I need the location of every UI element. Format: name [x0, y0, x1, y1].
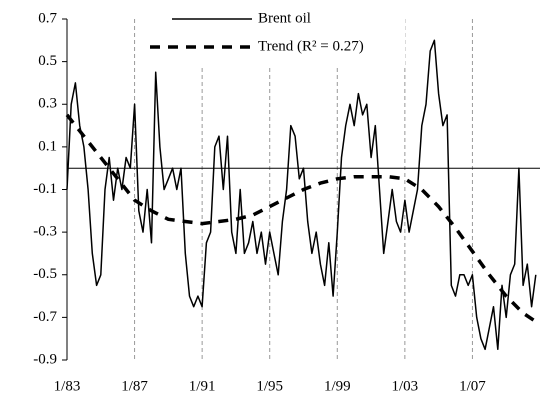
y-tick-label: 0.3 [38, 96, 57, 112]
y-tick-label: -0.9 [33, 351, 57, 367]
series-line [66, 39, 537, 351]
y-tick-label: 0.5 [38, 53, 57, 69]
legend-box [145, 8, 405, 66]
x-tick-label: 1/91 [189, 378, 216, 394]
y-tick-label: -0.7 [33, 309, 57, 325]
y-tick-label: -0.3 [33, 224, 57, 240]
x-tick-label: 1/07 [459, 378, 486, 394]
legend-label: Brent oil [258, 10, 311, 26]
x-tick-label: 1/83 [54, 378, 81, 394]
y-tick-label: -0.5 [33, 266, 57, 282]
x-tick-label: 1/99 [324, 378, 351, 394]
y-tick-label: 0.1 [38, 138, 57, 154]
series-line [65, 113, 537, 324]
x-tick-label: 1/95 [256, 378, 283, 394]
y-tick-label: -0.1 [33, 181, 57, 197]
x-tick-label: 1/03 [392, 378, 419, 394]
x-tick-label: 1/87 [121, 378, 148, 394]
legend-label: Trend (R² = 0.27) [258, 38, 364, 54]
y-tick-label: 0.7 [38, 10, 57, 26]
